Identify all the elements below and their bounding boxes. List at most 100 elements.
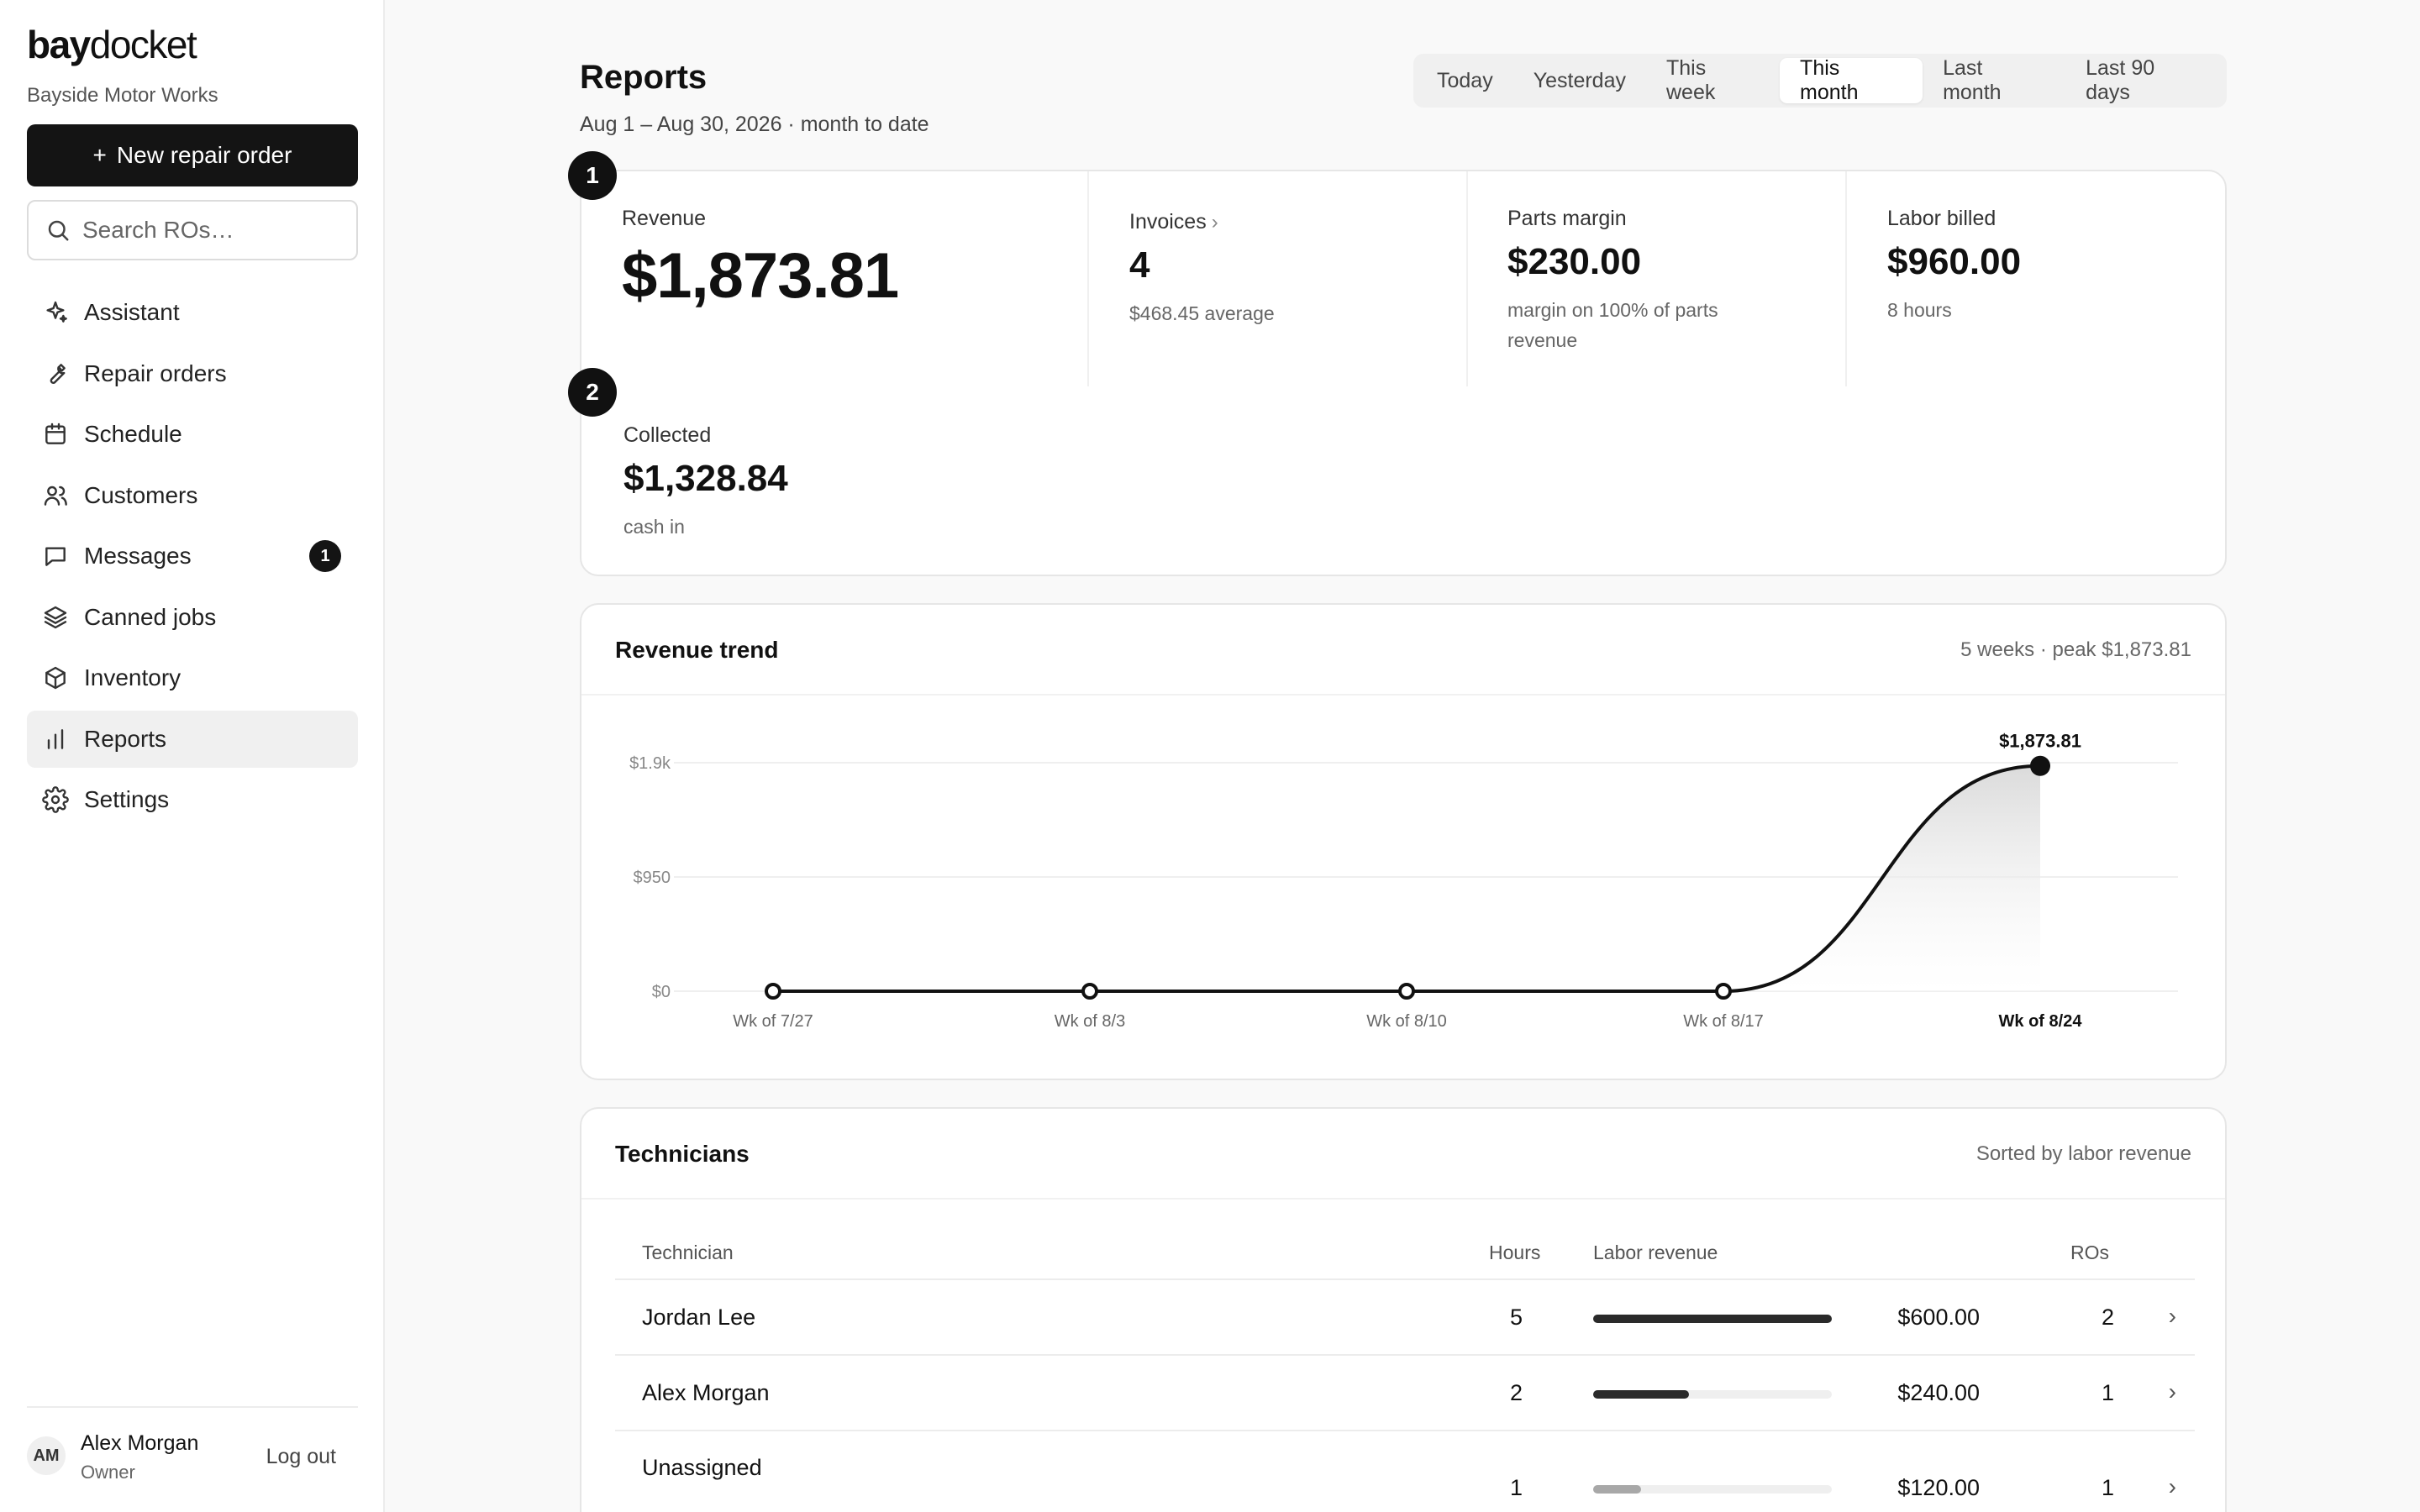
parts-margin-stat: Parts margin $230.00 margin on 100% of p… [1507, 207, 1776, 355]
brand-logo-light: docket [89, 23, 197, 66]
revenue-stat: Revenue $1,873.81 [622, 207, 899, 312]
revenue-trend-card: Revenue trend 5 weeks · peak $1,873.81 $… [580, 603, 2227, 1080]
data-point [765, 983, 781, 1000]
card-title: Technicians [615, 1141, 750, 1167]
technician-hours: 1 [1509, 1475, 1523, 1500]
layers-icon [44, 606, 67, 628]
technician-labor-revenue: $240.00 [1897, 1380, 1980, 1405]
bar-chart-icon [47, 728, 64, 749]
search-input[interactable] [82, 217, 351, 244]
data-point [2030, 755, 2050, 776]
logout-button[interactable]: Log out [266, 1445, 336, 1468]
user-name: Alex Morgan [81, 1431, 199, 1455]
tab-this-week[interactable]: This week [1666, 56, 1716, 104]
page-title: Reports [580, 59, 708, 96]
chevron-right-icon[interactable]: › [2168, 1303, 2176, 1329]
calendar-icon [45, 423, 66, 444]
user-role: Owner [81, 1462, 135, 1483]
y-tick-label: $0 [652, 983, 671, 1001]
column-header-ros[interactable]: ROs [2070, 1242, 2109, 1263]
x-tick-label: Wk of 7/27 [733, 1012, 813, 1031]
data-point [1081, 983, 1098, 1000]
labor-share-fill [1593, 1390, 1689, 1399]
labor-share-bar [1593, 1485, 1832, 1494]
revenue-label: Revenue [622, 207, 707, 230]
parts-margin-value: $230.00 [1507, 241, 1642, 282]
card-header: Revenue trend 5 weeks · peak $1,873.81 [581, 605, 2225, 696]
revenue-line [772, 764, 2041, 993]
tab-yesterday[interactable]: Yesterday [1533, 68, 1626, 92]
column-header-hours[interactable]: Hours [1489, 1242, 1541, 1263]
sidebar: baydocket Bayside Motor Works + New repa… [0, 0, 385, 1512]
sidebar-item-messages[interactable]: Messages 1 [27, 528, 358, 585]
peak-data-label: $1,873.81 [1999, 731, 2081, 752]
technician-ros: 1 [2101, 1475, 2114, 1500]
tab-last-90-days[interactable]: Last 90 days [2086, 56, 2155, 104]
collected-label: Collected [623, 423, 712, 447]
new-repair-order-button[interactable]: + New repair order [27, 124, 358, 186]
sidebar-item-label: Settings [84, 786, 170, 812]
technician-hours: 5 [1509, 1305, 1523, 1330]
sidebar-item-schedule[interactable]: Schedule [27, 406, 358, 463]
card-header: Technicians Sorted by labor revenue [581, 1109, 2225, 1200]
x-tick-label: Wk of 8/17 [1683, 1012, 1764, 1031]
chevron-right-icon: › [1211, 211, 1218, 234]
tab-today[interactable]: Today [1437, 68, 1493, 92]
sidebar-item-reports[interactable]: Reports [27, 710, 358, 768]
sparkle-icon [46, 301, 67, 323]
users-icon [44, 486, 67, 506]
tab-this-month[interactable]: This month [1780, 56, 1923, 104]
table-row[interactable]: Unassigned 1 $120.00 1 › [615, 1430, 2195, 1505]
technician-name: Jordan Lee [642, 1305, 756, 1330]
divider [1845, 171, 1847, 386]
invoices-sub: $468.45 average [1129, 302, 1275, 324]
collected-stat: Collected $1,328.84 cash in [623, 423, 788, 542]
technician-hours: 2 [1509, 1380, 1523, 1405]
unread-count-badge: 1 [309, 540, 341, 572]
gear-icon [42, 786, 69, 813]
sidebar-item-repair-orders[interactable]: Repair orders [27, 345, 358, 402]
revenue-value: $1,873.81 [622, 240, 899, 312]
y-tick-label: $1.9k [629, 754, 671, 773]
sidebar-item-label: Canned jobs [84, 603, 217, 630]
table-row[interactable]: Alex Morgan 2 $240.00 1 › [615, 1354, 2195, 1430]
parts-margin-sub: margin on 100% of parts revenue [1507, 299, 1718, 351]
sidebar-nav: Assistant Repair orders Schedule Custome… [27, 284, 358, 832]
period-tabs: Today Yesterday This week This month Las… [1413, 54, 2227, 108]
avatar[interactable]: AM [27, 1436, 66, 1475]
sidebar-item-settings[interactable]: Settings [27, 771, 358, 828]
sidebar-item-label: Inventory [84, 664, 182, 690]
revenue-trend-chart: $0 $950 $1.9k $1,873.81 Wk of 7/27 Wk of 8/3 W… [629, 731, 2178, 1031]
labor-share-fill [1593, 1485, 1641, 1494]
company-name: Bayside Motor Works [27, 84, 218, 107]
sidebar-item-customers[interactable]: Customers [27, 467, 358, 524]
search-box[interactable] [27, 200, 358, 260]
sidebar-item-canned-jobs[interactable]: Canned jobs [27, 589, 358, 646]
search-icon [48, 220, 69, 241]
labor-share-bar [1593, 1390, 1832, 1399]
x-tick-label: Wk of 8/10 [1366, 1012, 1447, 1031]
y-tick-label: $950 [634, 869, 671, 887]
technician-labor-revenue: $600.00 [1897, 1305, 1980, 1330]
labor-billed-stat: Labor billed $960.00 8 hours [1887, 207, 2021, 325]
chevron-right-icon[interactable]: › [2168, 1378, 2176, 1404]
invoices-label[interactable]: Invoices › [1129, 210, 1275, 234]
column-header-labor-revenue[interactable]: Labor revenue [1593, 1242, 1718, 1263]
data-point [1398, 983, 1415, 1000]
invoices-stat[interactable]: Invoices › 4 $468.45 average [1129, 210, 1275, 328]
invoices-label-text: Invoices [1129, 210, 1207, 234]
sidebar-item-assistant[interactable]: Assistant [27, 284, 358, 341]
brand-logo[interactable]: baydocket [27, 22, 197, 67]
labor-billed-value: $960.00 [1887, 241, 2022, 282]
technician-name: Unassigned [642, 1455, 762, 1480]
box-icon [45, 666, 66, 690]
step-marker-2: 2 [568, 368, 617, 417]
table-row[interactable]: Jordan Lee 5 $600.00 2 › [615, 1278, 2195, 1354]
sidebar-item-inventory[interactable]: Inventory [27, 649, 358, 706]
chevron-right-icon[interactable]: › [2168, 1473, 2176, 1499]
tab-last-month[interactable]: Last month [1943, 56, 2002, 104]
labor-share-fill [1593, 1315, 1832, 1323]
collected-sub: cash in [623, 516, 685, 538]
step-marker-1: 1 [568, 151, 617, 200]
column-header-technician[interactable]: Technician [642, 1242, 734, 1263]
